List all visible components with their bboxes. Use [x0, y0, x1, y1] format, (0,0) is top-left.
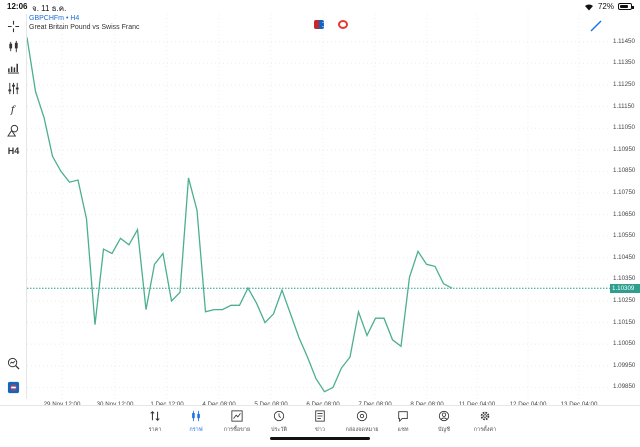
tab-label: การตั้งค่า	[473, 427, 497, 433]
time-tick-label: 1 Dec 12:00	[150, 401, 183, 408]
price-scale[interactable]: 1.11450 1.11350 1.11250 1.11150 1.11050 1.109…	[610, 14, 640, 399]
time-tick-label: 29 Nov 12:00	[44, 401, 81, 408]
time-tick-label: 12 Dec 04:00	[510, 401, 547, 408]
price-tick-label: 1.10250	[613, 296, 636, 304]
tab-chat[interactable]: แชท	[381, 410, 425, 440]
broker-logo-icon	[7, 381, 20, 393]
price-chart[interactable]	[27, 14, 610, 399]
time-tick-label: 11 Dec 04:00	[459, 401, 495, 408]
price-tick-label: 1.10850	[613, 167, 636, 175]
crosshair-tool[interactable]	[4, 17, 23, 35]
time-tick-label: 30 Nov 12:00	[97, 401, 134, 408]
history-icon	[273, 410, 285, 422]
time-scale[interactable]: 29 Nov 12:00 30 Nov 12:00 1 Dec 12:00 4 Dec…	[27, 399, 610, 409]
home-indicator	[270, 437, 370, 440]
price-tick-label: 1.11150	[613, 102, 635, 110]
quotes-icon	[150, 410, 160, 422]
time-tick-label: 4 Dec 08:00	[202, 401, 235, 408]
price-tick-label: 1.11050	[613, 124, 635, 132]
tab-label: ราคา	[148, 427, 162, 433]
zoom-tool[interactable]	[4, 354, 23, 372]
price-tick-label: 1.10350	[613, 275, 636, 283]
tab-trade[interactable]: การซื้อขาย	[215, 410, 259, 440]
objects-tool[interactable]	[4, 121, 23, 139]
account-icon	[438, 410, 450, 422]
trade-icon	[231, 410, 243, 422]
timeframe-label: H4	[7, 146, 20, 156]
indicators-icon	[7, 63, 20, 74]
time-tick-label: 5 Dec 08:00	[254, 401, 287, 408]
broker-logo[interactable]	[4, 378, 23, 396]
price-tick-label: 1.10950	[613, 145, 636, 153]
tab-quotes[interactable]: ราคา	[133, 410, 177, 440]
tab-history[interactable]: ประวัติ	[257, 410, 301, 440]
tab-mailbox[interactable]: กล่องจดหมาย	[340, 410, 384, 440]
battery-percent: 72%	[597, 2, 614, 11]
candlestick-icon	[9, 40, 18, 52]
magnifier-chart-icon	[7, 357, 20, 370]
tab-settings[interactable]: การตั้งค่า	[463, 410, 507, 440]
time-tick-label: 6 Dec 08:00	[306, 401, 339, 408]
time-tick-label: 13 Dec 04:00	[561, 401, 598, 408]
symbol-description: Great Britain Pound vs Swiss Franc	[29, 24, 140, 31]
price-tick-label: 1.10750	[613, 188, 636, 196]
indicators-tool[interactable]	[4, 58, 23, 76]
svg-text:f: f	[10, 105, 17, 116]
tab-label: แชท	[397, 427, 409, 433]
symbol-title[interactable]: GBPCHFm • H4	[29, 15, 80, 22]
time-tick-label: 8 Dec 08:00	[410, 401, 443, 408]
function-tool[interactable]: f	[4, 100, 23, 118]
chart-area[interactable]: GBPCHFm • H4 Great Britain Pound vs Swis…	[27, 14, 610, 399]
chart-toolbar: f H4	[0, 14, 27, 399]
price-tick-label: 1.10050	[613, 340, 636, 348]
price-tick-label: 1.09850	[613, 383, 636, 391]
tab-label: กล่องจดหมาย	[345, 427, 379, 433]
price-tick-label: 1.10550	[613, 232, 636, 240]
status-time: 12:06	[7, 2, 28, 11]
battery-icon	[618, 3, 634, 10]
chat-icon	[398, 411, 408, 422]
tab-label: การซื้อขาย	[223, 427, 251, 433]
mailbox-icon	[356, 410, 368, 422]
price-tick-label: 1.11350	[613, 59, 635, 67]
crosshair-icon	[7, 20, 20, 32]
timeframe-tool[interactable]: H4	[4, 142, 23, 160]
current-price-tag: 1.10309	[610, 283, 640, 293]
news-icon	[315, 410, 325, 422]
settings-sliders-tool[interactable]	[4, 79, 23, 97]
time-tick-label: 7 Dec 08:00	[358, 401, 391, 408]
tab-label: กราฟ	[189, 427, 203, 433]
status-right: 72%	[584, 2, 634, 11]
price-series-line	[27, 37, 453, 393]
chart-type-tool[interactable]	[4, 37, 23, 55]
tab-news[interactable]: ข่าว	[298, 410, 342, 440]
tab-label: ข่าว	[315, 427, 325, 433]
settings-icon	[480, 411, 490, 421]
shapes-icon	[7, 124, 19, 137]
price-tick-label: 1.11450	[613, 37, 635, 45]
status-date: จ. 11 ธ.ค.	[32, 4, 67, 13]
bottom-tab-bar: ราคา กราฟ การซื้อขาย ประวัติ ข่าว กล่องจ…	[0, 405, 640, 447]
chart-badges	[314, 20, 348, 29]
price-tick-label: 1.09950	[613, 361, 636, 369]
tab-label: ประวัติ	[270, 427, 288, 433]
price-tick-label: 1.10150	[613, 318, 636, 326]
wifi-icon	[584, 3, 593, 11]
tab-account[interactable]: บัญชี	[422, 410, 466, 440]
price-tick-label: 1.10650	[613, 210, 636, 218]
tab-label: บัญชี	[438, 427, 450, 433]
drawing-pen-icon[interactable]	[590, 20, 602, 32]
gbp-flag-icon	[314, 20, 324, 29]
tab-chart[interactable]: กราฟ	[174, 410, 218, 440]
price-tick-label: 1.10450	[613, 253, 636, 261]
price-tick-label: 1.11250	[613, 80, 635, 88]
chf-flag-icon	[338, 20, 348, 29]
chart-icon	[192, 410, 200, 422]
function-icon: f	[10, 105, 17, 116]
sliders-icon	[8, 82, 19, 94]
status-bar: 12:06 จ. 11 ธ.ค. 72%	[0, 0, 640, 14]
